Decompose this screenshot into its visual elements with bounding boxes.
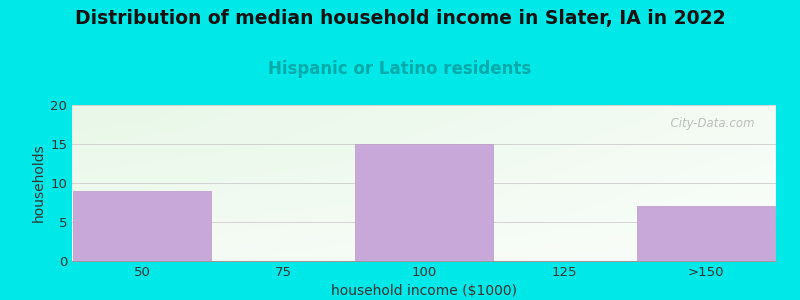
Y-axis label: households: households: [32, 144, 46, 222]
Text: Hispanic or Latino residents: Hispanic or Latino residents: [268, 60, 532, 78]
X-axis label: household income ($1000): household income ($1000): [331, 284, 517, 298]
Bar: [355, 144, 493, 261]
Bar: [74, 191, 211, 261]
Text: Distribution of median household income in Slater, IA in 2022: Distribution of median household income …: [74, 9, 726, 28]
Text: City-Data.com: City-Data.com: [663, 118, 755, 130]
Bar: [637, 206, 774, 261]
